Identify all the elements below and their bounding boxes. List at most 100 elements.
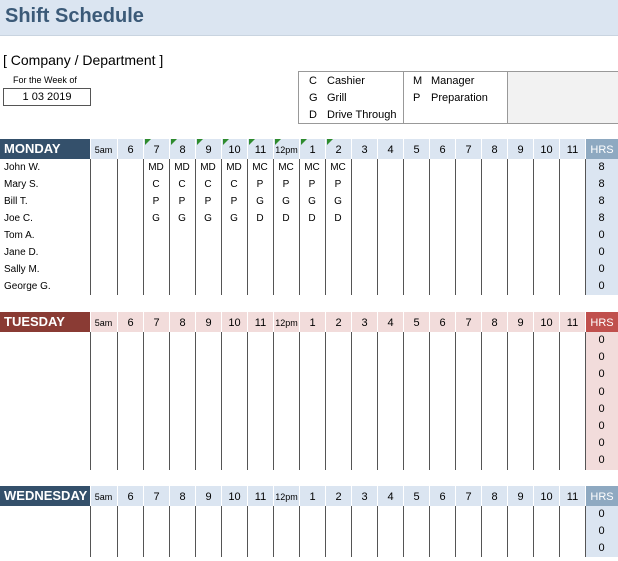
grid-line xyxy=(299,159,300,295)
grid-line xyxy=(143,506,144,557)
employee-name[interactable]: Sally M. xyxy=(4,264,40,275)
shift-cell[interactable]: MD xyxy=(200,162,216,173)
employee-name[interactable]: John W. xyxy=(4,162,41,173)
shift-cell[interactable]: P xyxy=(308,179,316,190)
shift-cell[interactable]: P xyxy=(204,196,212,207)
shift-cell[interactable]: G xyxy=(178,213,186,224)
shift-cell[interactable]: MD xyxy=(174,162,190,173)
hour-header: 6 xyxy=(429,486,455,506)
legend-code-m: M xyxy=(413,75,423,87)
shift-cell[interactable]: MD xyxy=(148,162,164,173)
shift-cell[interactable]: C xyxy=(204,179,212,190)
shift-cell[interactable]: P xyxy=(282,179,290,190)
hour-header: 3 xyxy=(351,312,377,332)
shift-cell[interactable]: D xyxy=(334,213,342,224)
grid-line xyxy=(221,159,222,295)
grid-line xyxy=(403,159,404,295)
shift-cell[interactable]: C xyxy=(178,179,186,190)
grid-line xyxy=(429,506,430,557)
shift-cell[interactable]: C xyxy=(230,179,238,190)
shift-cell[interactable]: D xyxy=(282,213,290,224)
company-department-field[interactable]: [ Company / Department ] xyxy=(3,52,164,68)
comment-marker-icon xyxy=(145,139,151,145)
hour-header: 5 xyxy=(403,139,429,159)
shift-cell[interactable]: MC xyxy=(278,162,294,173)
hours-total: 0 xyxy=(598,525,605,537)
hour-header: 11 xyxy=(247,139,273,159)
hour-header: 11 xyxy=(559,486,585,506)
grid-line xyxy=(247,506,248,557)
shift-cell[interactable]: G xyxy=(152,213,160,224)
shift-cell[interactable]: G xyxy=(334,196,342,207)
hours-total: 8 xyxy=(598,195,605,207)
grid-line xyxy=(90,332,91,470)
shift-cell[interactable]: P xyxy=(152,196,160,207)
shift-cell[interactable]: P xyxy=(230,196,238,207)
employee-name[interactable]: Bill T. xyxy=(4,196,28,207)
employee-name[interactable]: Jane D. xyxy=(4,247,39,258)
hour-header: 7 xyxy=(143,312,169,332)
grid-line xyxy=(325,506,326,557)
legend-code-d: D xyxy=(309,109,317,121)
grid-line xyxy=(273,332,274,470)
hour-header: 10 xyxy=(533,486,559,506)
week-input[interactable]: 1 03 2019 xyxy=(3,88,91,106)
hour-header: 8 xyxy=(481,486,507,506)
grid-line xyxy=(377,159,378,295)
hour-header: 2 xyxy=(325,486,351,506)
hour-header: 11 xyxy=(559,312,585,332)
grid-line xyxy=(195,159,196,295)
shift-cell[interactable]: P xyxy=(256,179,264,190)
grid-line xyxy=(273,159,274,295)
shift-cell[interactable]: MC xyxy=(330,162,346,173)
hour-header: 5 xyxy=(403,486,429,506)
hour-header: 5 xyxy=(403,312,429,332)
shift-cell[interactable]: P xyxy=(178,196,186,207)
shift-cell[interactable]: D xyxy=(308,213,316,224)
day-header: TUESDAY 5am 6 7 8 9 10 11 12pm 1 2 3 4 5 6 7 8 9 10 11 HRS xyxy=(0,312,618,332)
grid-line xyxy=(351,506,352,557)
employee-name[interactable]: George G. xyxy=(4,281,51,292)
grid-line xyxy=(559,506,560,557)
hour-header: 1 xyxy=(299,139,325,159)
grid-line xyxy=(247,332,248,470)
hrs-header: HRS xyxy=(585,312,618,332)
grid-line xyxy=(481,159,482,295)
grid-line xyxy=(507,506,508,557)
comment-marker-icon xyxy=(171,139,177,145)
grid-line xyxy=(481,332,482,470)
hour-header: 11 xyxy=(559,139,585,159)
hours-total: 0 xyxy=(598,420,605,432)
shift-cell[interactable]: D xyxy=(256,213,264,224)
legend-label-p: Preparation xyxy=(431,92,488,104)
shift-cell[interactable]: G xyxy=(230,213,238,224)
shift-cell[interactable]: MD xyxy=(226,162,242,173)
legend-code-g: G xyxy=(309,92,318,104)
hour-header: 9 xyxy=(507,139,533,159)
employee-name[interactable]: Mary S. xyxy=(4,179,39,190)
grid-line xyxy=(299,332,300,470)
hrs-column xyxy=(585,332,618,470)
hours-total: 0 xyxy=(598,368,605,381)
hour-header: 9 xyxy=(195,312,221,332)
shift-cell[interactable]: MC xyxy=(252,162,268,173)
shift-cell[interactable]: G xyxy=(256,196,264,207)
hours-total: 0 xyxy=(598,334,605,346)
hour-header: 10 xyxy=(221,486,247,506)
shift-cell[interactable]: P xyxy=(334,179,342,190)
employee-name[interactable]: Tom A. xyxy=(4,230,35,241)
shift-cell[interactable]: MC xyxy=(304,162,320,173)
grid-line xyxy=(403,506,404,557)
grid-line xyxy=(221,506,222,557)
shift-cell[interactable]: G xyxy=(204,213,212,224)
shift-cell[interactable]: G xyxy=(308,196,316,207)
hours-total: 0 xyxy=(598,437,605,450)
employee-name[interactable]: Joe C. xyxy=(4,213,33,224)
shift-cell[interactable]: C xyxy=(152,179,160,190)
hrs-header: HRS xyxy=(585,486,618,506)
grid-line xyxy=(351,159,352,295)
hours-total: 0 xyxy=(598,280,605,292)
hours-total: 8 xyxy=(598,212,605,224)
shift-cell[interactable]: G xyxy=(282,196,290,207)
grid-line xyxy=(143,159,144,295)
